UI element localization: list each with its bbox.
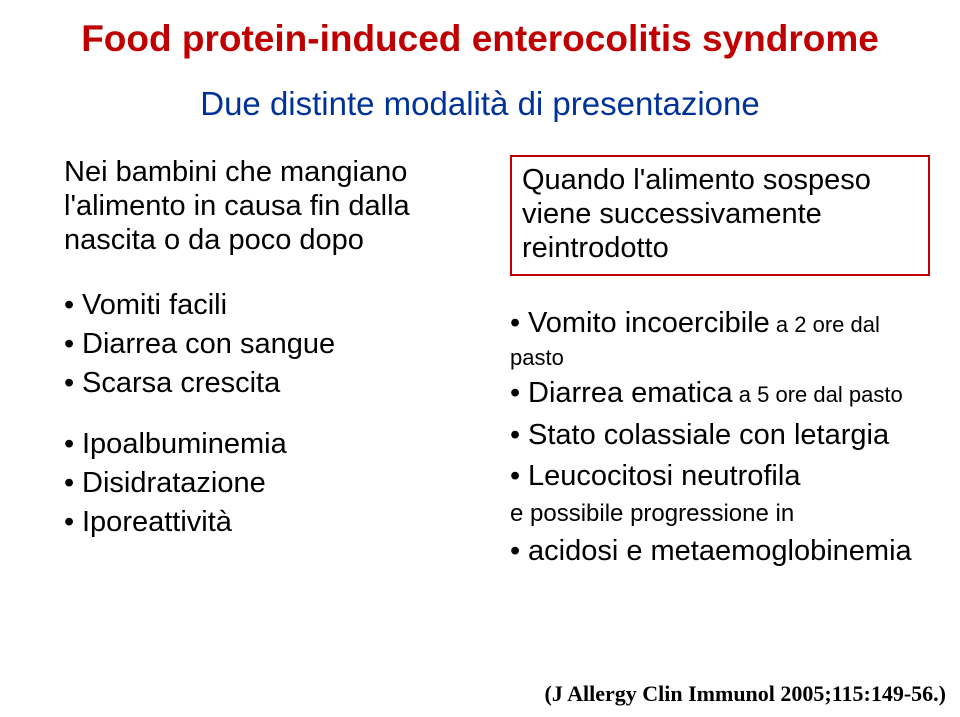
list-item: Ipoalbuminemia <box>64 425 484 464</box>
slide: Food protein-induced enterocolitis syndr… <box>0 0 960 717</box>
list-item-indent: e possibile progressione in <box>510 498 930 530</box>
slide-subtitle: Due distinte modalità di presentazione <box>0 85 960 123</box>
list-item: Disidratazione <box>64 464 484 503</box>
list-item: Scarsa crescita <box>64 364 484 403</box>
right-intro-box: Quando l'alimento sospeso viene successi… <box>510 155 930 276</box>
item-main: Stato colassiale con letargia <box>510 419 889 451</box>
slide-title: Food protein-induced enterocolitis syndr… <box>0 18 960 60</box>
left-intro: Nei bambini che mangiano l'alimento in c… <box>64 155 484 258</box>
item-sub: a 5 ore dal pasto <box>733 382 903 407</box>
item-main: Diarrea ematica <box>510 377 733 409</box>
right-list: Vomito incoercibile a 2 ore dal pasto Di… <box>510 304 930 572</box>
item-main: acidosi e metaemoglobinemia <box>510 535 912 567</box>
list-item: Leucocitosi neutrofila <box>510 457 930 496</box>
item-main: Leucocitosi neutrofila <box>510 460 800 492</box>
citation: (J Allergy Clin Immunol 2005;115:149-56.… <box>545 681 947 707</box>
list-item: Iporeattività <box>64 503 484 542</box>
left-group-2: Ipoalbuminemia Disidratazione Iporeattiv… <box>64 425 484 542</box>
list-item: acidosi e metaemoglobinemia <box>510 532 930 571</box>
list-item: Vomiti facili <box>64 286 484 325</box>
list-item: Stato colassiale con letargia <box>510 416 930 455</box>
item-main: Vomito incoercibile <box>510 307 770 339</box>
left-group-1: Vomiti facili Diarrea con sangue Scarsa … <box>64 286 484 403</box>
right-column: Quando l'alimento sospeso viene successi… <box>510 155 930 573</box>
list-item: Diarrea con sangue <box>64 325 484 364</box>
left-column: Nei bambini che mangiano l'alimento in c… <box>64 155 484 565</box>
list-item: Diarrea ematica a 5 ore dal pasto <box>510 374 930 413</box>
list-item: Vomito incoercibile a 2 ore dal pasto <box>510 304 930 373</box>
